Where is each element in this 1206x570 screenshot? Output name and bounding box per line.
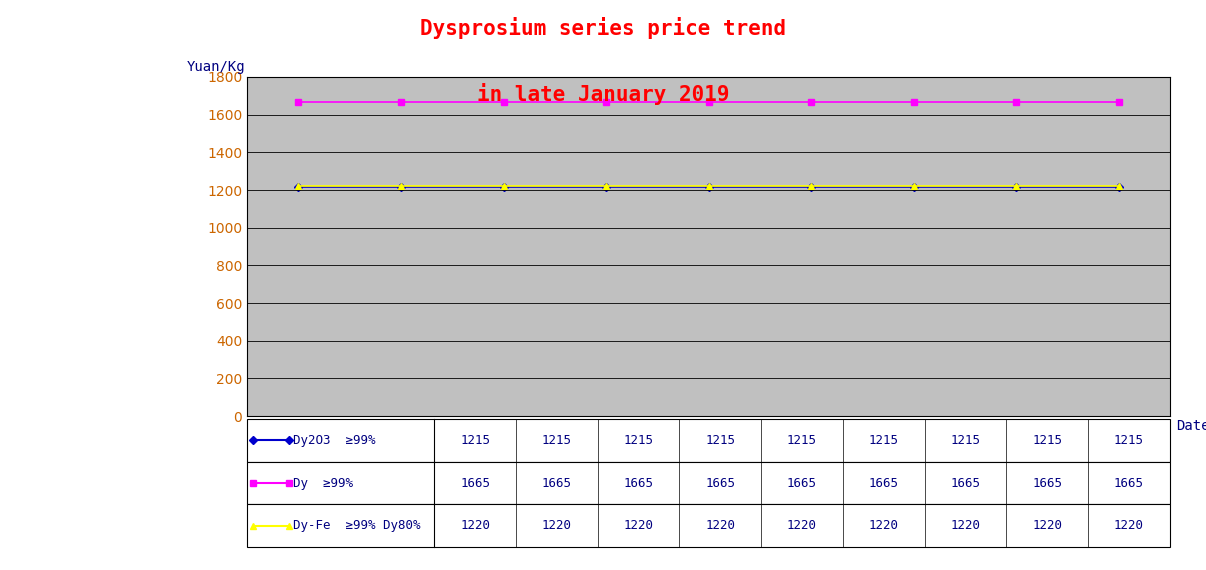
Text: 1665: 1665 (1114, 477, 1144, 490)
Text: Dy2O3  ≥99%: Dy2O3 ≥99% (293, 434, 375, 447)
Text: 1665: 1665 (624, 477, 654, 490)
Text: 1215: 1215 (868, 434, 898, 447)
Text: 1220: 1220 (950, 519, 980, 532)
Text: 1220: 1220 (788, 519, 816, 532)
Text: 1215: 1215 (541, 434, 572, 447)
Text: 1215: 1215 (624, 434, 654, 447)
Text: in late January 2019: in late January 2019 (476, 83, 730, 105)
Text: 1220: 1220 (1032, 519, 1062, 532)
Text: Dy  ≥99%: Dy ≥99% (293, 477, 353, 490)
Text: 1215: 1215 (706, 434, 736, 447)
Text: 1215: 1215 (1032, 434, 1062, 447)
Text: Yuan/Kg: Yuan/Kg (187, 60, 246, 74)
Text: 1665: 1665 (541, 477, 572, 490)
Text: 1665: 1665 (1032, 477, 1062, 490)
Text: Dysprosium series price trend: Dysprosium series price trend (420, 17, 786, 39)
Text: 1215: 1215 (950, 434, 980, 447)
Text: Date: Date (1176, 419, 1206, 433)
Text: 1220: 1220 (868, 519, 898, 532)
Text: 1215: 1215 (788, 434, 816, 447)
Text: 1215: 1215 (459, 434, 490, 447)
Text: Dy-Fe  ≥99% Dy80%: Dy-Fe ≥99% Dy80% (293, 519, 421, 532)
Text: 1665: 1665 (788, 477, 816, 490)
Text: 1220: 1220 (541, 519, 572, 532)
Text: 1220: 1220 (459, 519, 490, 532)
Text: 1665: 1665 (950, 477, 980, 490)
Text: 1220: 1220 (624, 519, 654, 532)
Text: 1665: 1665 (868, 477, 898, 490)
Text: 1665: 1665 (459, 477, 490, 490)
Text: 1220: 1220 (706, 519, 736, 532)
Text: 1665: 1665 (706, 477, 736, 490)
Text: 1220: 1220 (1114, 519, 1144, 532)
Text: 1215: 1215 (1114, 434, 1144, 447)
